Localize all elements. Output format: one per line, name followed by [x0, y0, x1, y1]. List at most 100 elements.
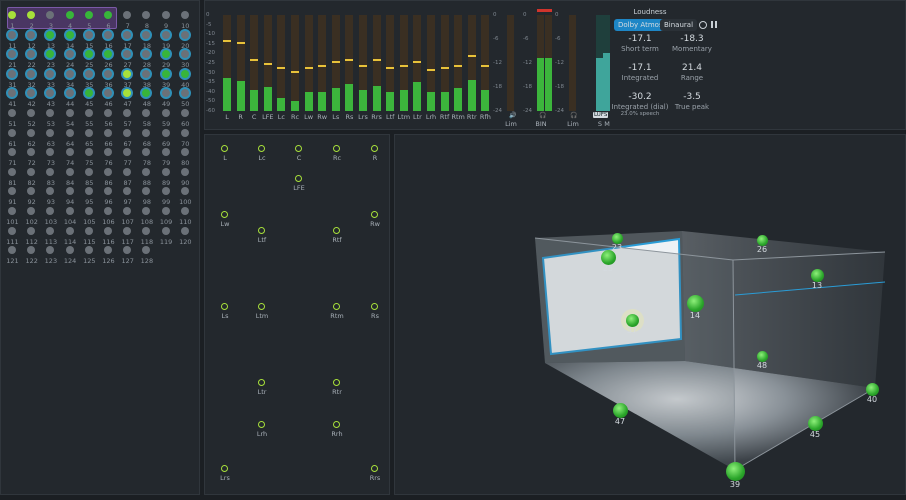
object-117[interactable]: 117 [118, 223, 137, 249]
object-8[interactable]: 8 [137, 7, 156, 33]
object-77[interactable]: 77 [118, 144, 137, 170]
object-46[interactable]: 46 [99, 85, 118, 111]
speaker-rs[interactable]: Rs [365, 303, 385, 323]
object-11[interactable]: 11 [3, 27, 22, 53]
object-5[interactable]: 5 [80, 7, 99, 33]
object-21[interactable]: 21 [3, 46, 22, 72]
object-66[interactable]: 66 [99, 125, 118, 151]
object-6[interactable]: 6 [99, 7, 118, 33]
object-48[interactable]: 48 [137, 85, 156, 111]
object-30[interactable]: 30 [176, 46, 195, 72]
pause-icon[interactable] [711, 21, 717, 28]
object-126[interactable]: 126 [99, 242, 118, 268]
speaker-ls[interactable]: Ls [215, 303, 235, 323]
room-object-14[interactable] [686, 294, 704, 312]
object-22[interactable]: 22 [22, 46, 41, 72]
speaker-lc[interactable]: Lc [252, 145, 272, 165]
speaker-c[interactable]: C [289, 145, 309, 165]
object-80[interactable]: 80 [176, 144, 195, 170]
object-103[interactable]: 103 [41, 203, 60, 229]
object-106[interactable]: 106 [99, 203, 118, 229]
object-51[interactable]: 51 [3, 105, 22, 131]
object-4[interactable]: 4 [61, 7, 80, 33]
object-123[interactable]: 123 [41, 242, 60, 268]
speaker-rtr[interactable]: Rtr [327, 379, 347, 399]
speaker-rtf[interactable]: Rtf [327, 227, 347, 247]
object-70[interactable]: 70 [176, 125, 195, 151]
object-57[interactable]: 57 [118, 105, 137, 131]
object-96[interactable]: 96 [99, 183, 118, 209]
object-124[interactable]: 124 [61, 242, 80, 268]
speaker-ltr[interactable]: Ltr [252, 379, 272, 399]
object-33[interactable]: 33 [41, 66, 60, 92]
object-38[interactable]: 38 [137, 66, 156, 92]
object-75[interactable]: 75 [80, 144, 99, 170]
room-object-25[interactable] [600, 249, 616, 265]
object-101[interactable]: 101 [3, 203, 22, 229]
speaker-rrh[interactable]: Rrh [327, 421, 347, 441]
object-81[interactable]: 81 [3, 164, 22, 190]
object-110[interactable]: 110 [176, 203, 195, 229]
object-122[interactable]: 122 [22, 242, 41, 268]
object-34[interactable]: 34 [61, 66, 80, 92]
object-85[interactable]: 85 [80, 164, 99, 190]
object-49[interactable]: 49 [157, 85, 176, 111]
object-92[interactable]: 92 [22, 183, 41, 209]
object-114[interactable]: 114 [61, 223, 80, 249]
object-15[interactable]: 15 [80, 27, 99, 53]
object-107[interactable]: 107 [118, 203, 137, 229]
speaker-r[interactable]: R [365, 145, 385, 165]
object-69[interactable]: 69 [157, 125, 176, 151]
object-56[interactable]: 56 [99, 105, 118, 131]
object-73[interactable]: 73 [41, 144, 60, 170]
object-116[interactable]: 116 [99, 223, 118, 249]
object-100[interactable]: 100 [176, 183, 195, 209]
object-40[interactable]: 40 [176, 66, 195, 92]
room-object-47[interactable] [612, 402, 628, 418]
object-58[interactable]: 58 [137, 105, 156, 131]
object-86[interactable]: 86 [99, 164, 118, 190]
object-76[interactable]: 76 [99, 144, 118, 170]
object-120[interactable]: 120 [176, 223, 195, 249]
object-53[interactable]: 53 [41, 105, 60, 131]
object-90[interactable]: 90 [176, 164, 195, 190]
object-19[interactable]: 19 [157, 27, 176, 53]
object-2[interactable]: 2 [22, 7, 41, 33]
object-95[interactable]: 95 [80, 183, 99, 209]
object-105[interactable]: 105 [80, 203, 99, 229]
object-89[interactable]: 89 [157, 164, 176, 190]
room-3d-panel[interactable]: 23 26 25 13 14 37 48 40 47 45 39 [394, 134, 906, 495]
object-62[interactable]: 62 [22, 125, 41, 151]
object-94[interactable]: 94 [61, 183, 80, 209]
room-object-13[interactable] [810, 268, 824, 282]
speaker-l[interactable]: L [215, 145, 235, 165]
object-52[interactable]: 52 [22, 105, 41, 131]
object-10[interactable]: 10 [176, 7, 195, 33]
room-object-39[interactable] [725, 461, 745, 481]
binaural-button[interactable]: Binaural [660, 19, 698, 31]
object-91[interactable]: 91 [3, 183, 22, 209]
object-128[interactable]: 128 [137, 242, 156, 268]
object-23[interactable]: 23 [41, 46, 60, 72]
object-31[interactable]: 31 [3, 66, 22, 92]
object-9[interactable]: 9 [157, 7, 176, 33]
object-93[interactable]: 93 [41, 183, 60, 209]
room-object-45[interactable] [807, 415, 823, 431]
object-79[interactable]: 79 [157, 144, 176, 170]
room-object-26[interactable] [756, 234, 768, 246]
speaker-lrs[interactable]: Lrs [215, 465, 235, 485]
object-54[interactable]: 54 [61, 105, 80, 131]
object-113[interactable]: 113 [41, 223, 60, 249]
room-object-48[interactable] [756, 350, 768, 362]
object-39[interactable]: 39 [157, 66, 176, 92]
object-115[interactable]: 115 [80, 223, 99, 249]
object-67[interactable]: 67 [118, 125, 137, 151]
object-60[interactable]: 60 [176, 105, 195, 131]
object-26[interactable]: 26 [99, 46, 118, 72]
object-59[interactable]: 59 [157, 105, 176, 131]
object-82[interactable]: 82 [22, 164, 41, 190]
object-50[interactable]: 50 [176, 85, 195, 111]
speaker-rrs[interactable]: Rrs [365, 465, 385, 485]
speaker-lw[interactable]: Lw [215, 211, 235, 231]
object-87[interactable]: 87 [118, 164, 137, 190]
